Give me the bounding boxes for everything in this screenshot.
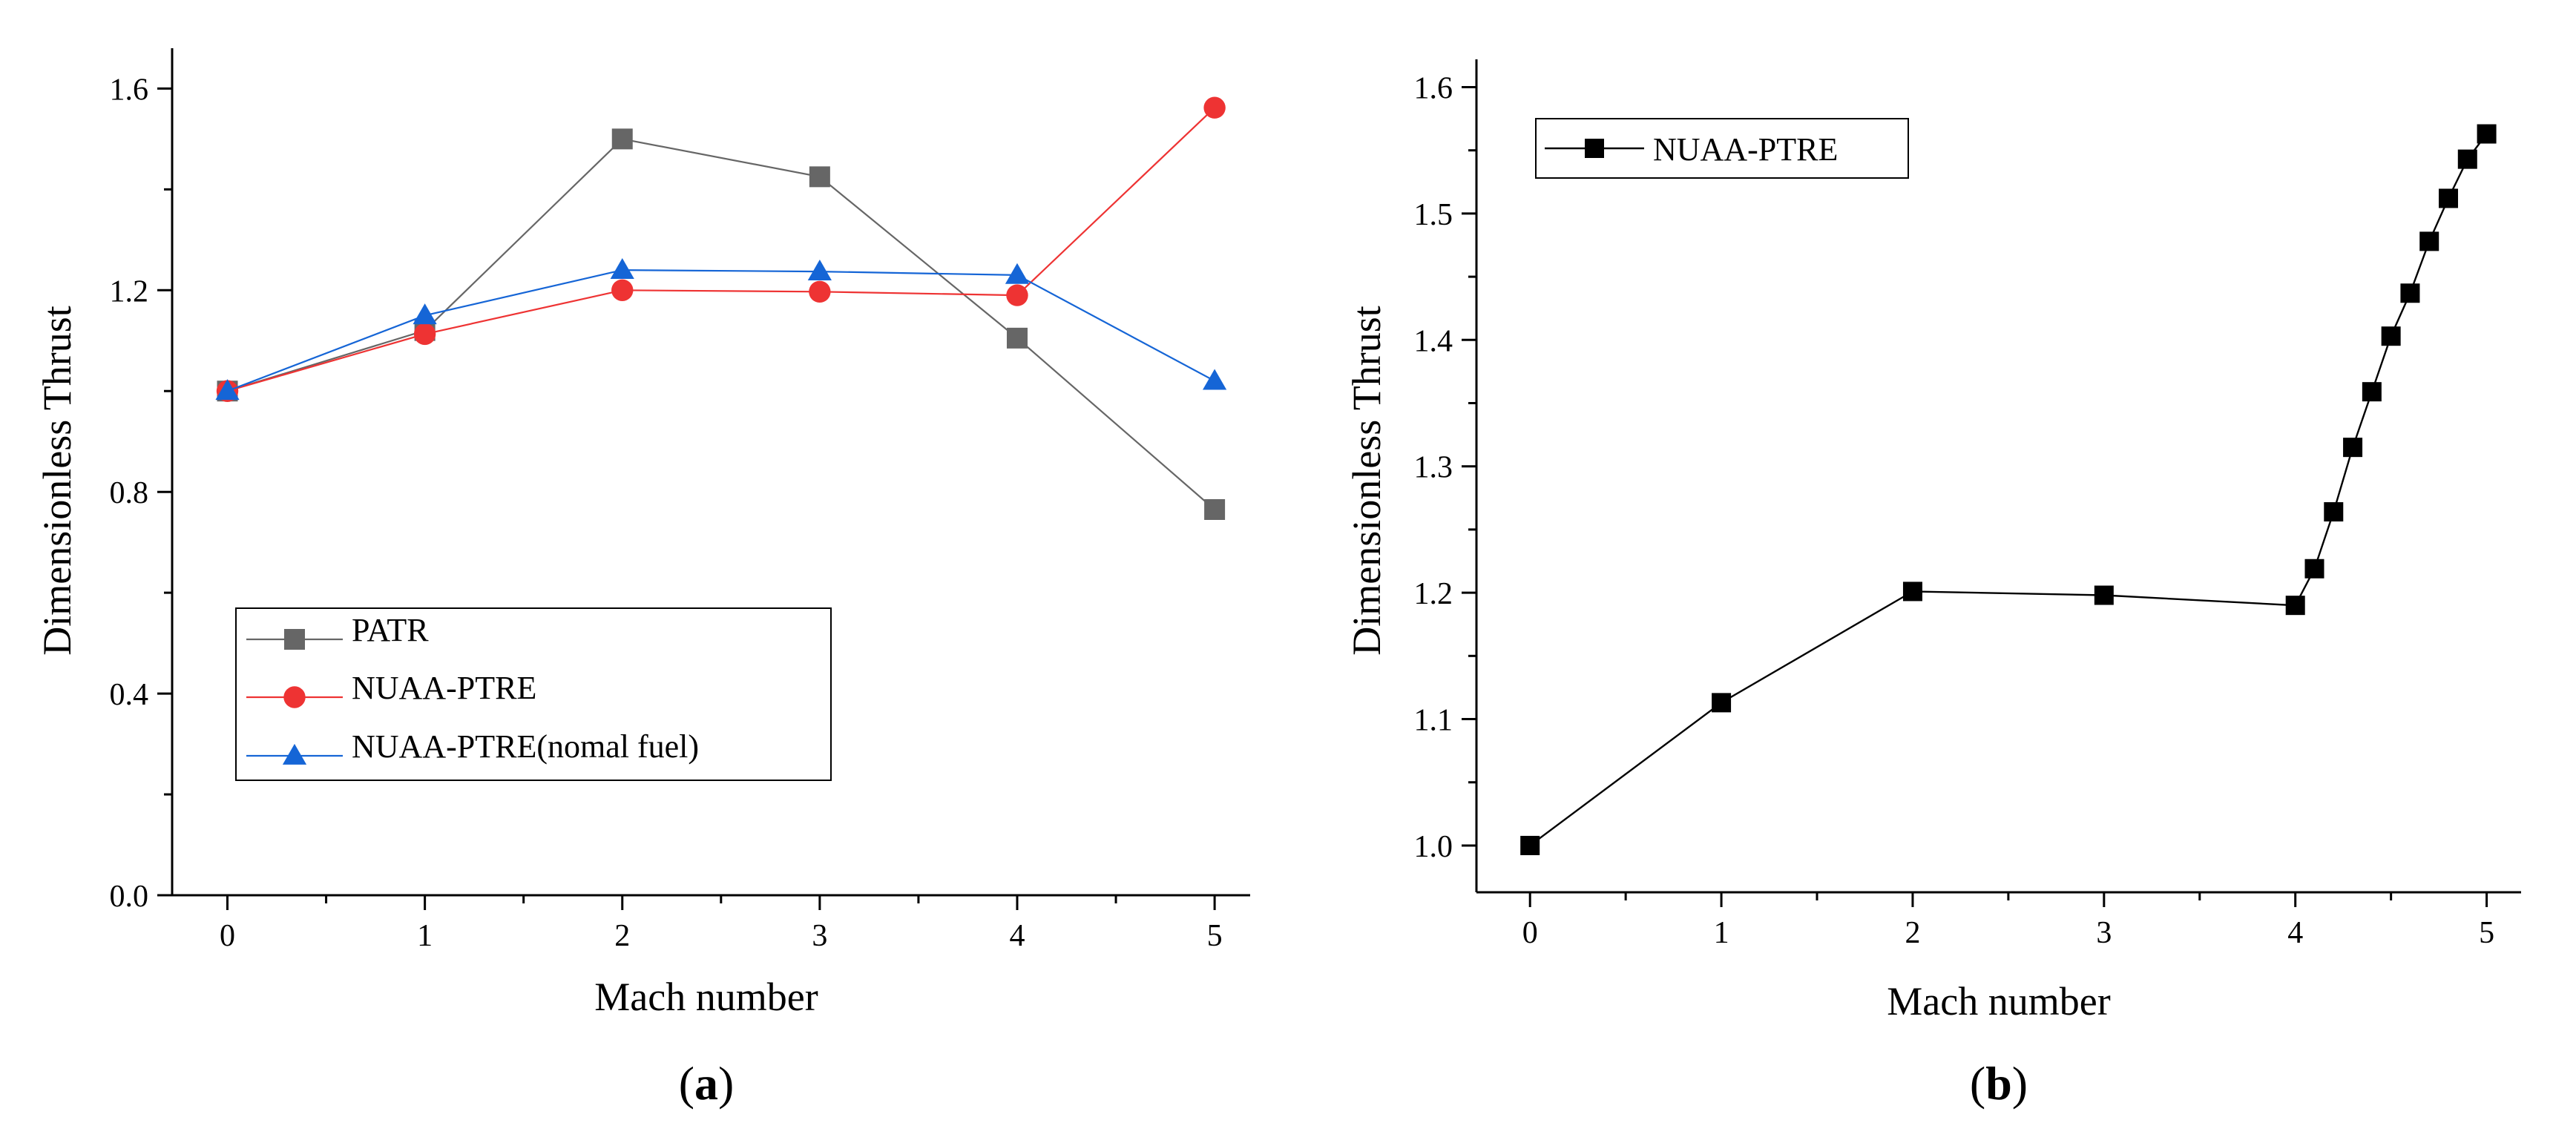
chart-a-legend-label-nuaa-ptre: NUAA-PTRE [352,670,536,706]
chart-a-legend-sample-nuaa-ptre [246,686,343,708]
chart-a-legend-sample-nuaa-ptre-nomal-fuel [246,743,343,765]
chart-a-data-point-nuaa-ptre-nomal-fuel [807,260,832,281]
chart-a-data-point-nuaa-ptre-nomal-fuel [1005,263,1030,284]
chart-a-data-point-patr [611,128,633,150]
chart-a-y-tick-label: 1.6 [110,73,149,107]
chart-a-panel-letter: a [694,1057,718,1110]
chart-b-y-tick-label: 1.4 [1414,324,1453,358]
chart-a-legend-sample-patr [246,629,343,650]
chart-a-data-point-nuaa-ptre [1006,284,1028,306]
chart-a-x-tick-label: 4 [1009,919,1025,953]
chart-a-series-line-patr [227,138,1215,510]
chart-a-legend-box [235,607,832,781]
chart-b-data-point-nuaa-ptre [2362,382,2382,402]
chart-b-data-point-nuaa-ptre [2285,596,2305,616]
chart-b-axes [1462,59,2521,907]
chart-b-xlabel: Mach number [1887,979,2110,1024]
chart-a-data-point-nuaa-ptre [809,280,831,303]
chart-b-y-tick-label: 1.2 [1414,577,1453,611]
chart-a-series-nuaa-ptre-nomal-fuel [215,257,1227,401]
chart-b-data-point-nuaa-ptre [2381,326,2401,346]
chart-a-xlabel: Mach number [594,975,818,1019]
chart-a-x-tick-label: 3 [812,919,827,953]
chart-a-y-tick-label: 1.2 [110,274,149,309]
chart-b-series-nuaa-ptre [1520,124,2497,855]
chart-b-y-tick-label: 1.1 [1414,704,1453,738]
chart-a-legend-marker-nuaa-ptre [283,686,306,708]
chart-b-series-layer [1520,124,2497,855]
chart-b-data-point-nuaa-ptre [2439,188,2459,208]
chart-a-panel-label: (a) [679,1057,735,1110]
chart-a-series-layer [215,96,1227,520]
chart-a-data-point-patr [1204,498,1226,520]
chart-b-x-tick-label: 4 [2287,916,2303,950]
chart-b-y-tick-label: 1.3 [1414,451,1453,485]
chart-b-data-point-nuaa-ptre [1520,835,1540,855]
chart-a-data-point-nuaa-ptre-nomal-fuel [413,303,437,325]
chart-b-y-tick-label: 1.0 [1414,830,1453,864]
chart-b-data-point-nuaa-ptre [1902,581,1922,602]
chart-b-data-point-nuaa-ptre [2343,438,2363,458]
chart-a-x-tick-label: 1 [417,919,433,953]
chart-a-y-tick-label: 0.0 [110,880,149,914]
chart-b: 0 1 2 3 4 51.01.11.21.31.41.51.6 Mach number … [1344,59,2521,1110]
chart-b-panel-label: (b) [1970,1057,2028,1110]
chart-a-data-point-nuaa-ptre-nomal-fuel [215,379,240,401]
chart-b-x-tick-label: 5 [2479,916,2494,950]
chart-b-data-point-nuaa-ptre [2419,231,2439,251]
chart-a-y-tick-label: 0.4 [110,678,149,712]
chart-a-tick-labels: 0 1 2 3 4 5 0.0 0.4 0.8 1.2 1.6 [110,73,1223,953]
chart-b-data-point-nuaa-ptre [2324,502,2344,522]
chart-b-tick-labels: 0 1 2 3 4 5 1.0 1.1 1.2 1.3 1.4 1.5 1.6 [1414,71,2495,950]
chart-b-data-point-nuaa-ptre [2400,283,2420,303]
chart-a-series-line-nuaa-ptre [227,107,1215,392]
chart-a-data-point-nuaa-ptre [1203,96,1226,119]
chart-b-ylabel: Dimensionless Thrust [1344,306,1389,656]
chart-b-y-tick-label: 1.5 [1414,198,1453,232]
chart-a-data-point-nuaa-ptre-nomal-fuel [610,257,634,279]
chart-b-legend-sample-nuaa-ptre [1545,139,1644,158]
chart-b-legend-marker-nuaa-ptre [1585,139,1604,158]
chart-a-x-tick-label: 2 [614,919,630,953]
chart-b-x-tick-label: 1 [1714,916,1729,950]
chart-b-data-point-nuaa-ptre [2304,559,2324,579]
chart-b-x-tick-label: 0 [1522,916,1538,950]
chart-a-y-tick-label: 0.8 [110,476,149,510]
chart-b-x-tick-label: 2 [1905,916,1920,950]
chart-b-data-point-nuaa-ptre [2457,149,2477,169]
chart-b-y-tick-label: 1.6 [1414,71,1453,105]
chart-b-data-point-nuaa-ptre [1712,693,1732,713]
chart-a-data-point-nuaa-ptre-nomal-fuel [1202,369,1227,390]
chart-a-legend-label-nuaa-ptre-nomal-fuel: NUAA-PTRE(nomal fuel) [352,728,699,765]
chart-a-data-point-nuaa-ptre [611,279,634,301]
chart-a-data-point-nuaa-ptre [413,323,436,346]
chart-a-legend: PATR NUAA-PTRE NUAA-PTRE(nomal fuel) [235,607,832,781]
chart-b-panel-letter: b [1985,1057,2012,1110]
chart-a-x-tick-label: 5 [1207,919,1223,953]
chart-a-series-line-nuaa-ptre-nomal-fuel [227,268,1215,392]
chart-a-ylabel: Dimensionless Thrust [35,306,79,656]
chart-b-data-point-nuaa-ptre [2477,124,2497,144]
chart-a-x-tick-label: 0 [220,919,235,953]
chart-a-data-point-patr [1006,327,1028,349]
chart-a: 0 1 2 3 4 5 0.0 0.4 0.8 1.2 1.6 Mach number Dimens… [35,48,1250,1110]
chart-b-x-tick-label: 3 [2096,916,2112,950]
chart-a-legend-marker-nuaa-ptre-nomal-fuel [282,743,307,765]
chart-a-legend-marker-patr [284,629,305,650]
chart-b-data-point-nuaa-ptre [2094,585,2114,605]
chart-b-legend: NUAA-PTRE [1535,118,1909,179]
chart-a-axes [157,48,1250,910]
chart-a-data-point-patr [809,166,830,188]
chart-b-legend-label-nuaa-ptre: NUAA-PTRE [1653,131,1838,168]
chart-a-legend-label-patr: PATR [352,612,429,648]
